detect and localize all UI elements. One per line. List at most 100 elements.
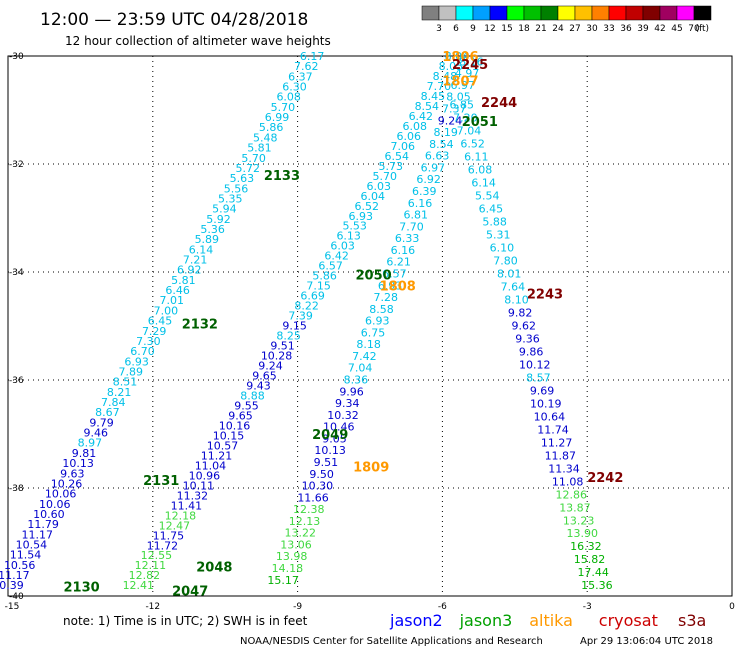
data-point-label: 12.11 (135, 559, 167, 572)
data-point-label: 5.70 (373, 170, 398, 183)
colorbar-tick-label: 33 (603, 24, 614, 34)
data-point-label: 8.18 (356, 338, 381, 351)
data-point-label: 6.42 (409, 110, 434, 123)
data-point-label: 11.79 (27, 518, 59, 531)
legend-note: note: 1) Time is in UTC; 2) SWH is in fe… (63, 614, 308, 628)
data-point-label: 11.87 (545, 449, 577, 462)
data-point-label: 8.88 (240, 389, 265, 402)
data-point-label: 7.00 (154, 304, 179, 317)
data-point-label: 6.85 (449, 99, 474, 112)
data-point-label: 9.36 (515, 332, 540, 345)
track-pass-label: 2245 (452, 58, 488, 73)
data-point-label: 5.63 (230, 172, 255, 185)
colorbar-tick-label: 3 (436, 24, 442, 34)
data-point-label: 10.57 (207, 439, 239, 452)
data-point-label: 8.19 (433, 126, 458, 139)
data-point-label: 5.92 (206, 213, 231, 226)
data-point-label: 6.42 (324, 250, 349, 263)
colorbar-swatch (489, 5, 508, 21)
colorbar-swatch (659, 5, 678, 21)
data-point-label: 5.54 (475, 190, 500, 203)
data-point-label: 17.44 (577, 566, 609, 579)
data-point-label: 11.74 (537, 423, 569, 436)
y-tick-label: -40 (9, 592, 24, 602)
data-point-label: 10.30 (302, 480, 334, 493)
data-point-label: 8.21 (107, 386, 132, 399)
data-point-label: 8.67 (95, 406, 120, 419)
data-point-label: 11.17 (21, 528, 53, 541)
data-point-label: 7.30 (136, 335, 161, 348)
data-point-label: 6.97 (421, 161, 446, 174)
colorbar-swatch (421, 5, 440, 21)
track-pass-label: 2049 (312, 428, 348, 443)
data-point-label: 9.05 (322, 432, 347, 445)
data-point-label: 11.04 (195, 459, 227, 472)
track-pass-label: 2130 (64, 580, 100, 595)
data-point-label: 6.16 (408, 197, 433, 210)
data-point-label: 10.13 (314, 444, 346, 457)
data-point-label: 11.21 (201, 449, 233, 462)
data-point-label: 7.01 (159, 294, 184, 307)
data-point-label: 7.62 (294, 60, 319, 73)
data-point-label: 8.05 (439, 60, 464, 73)
data-point-label: 6.17 (300, 50, 325, 63)
data-point-label: 7.29 (142, 325, 167, 338)
data-point-label: 5.70 (271, 101, 296, 114)
data-point-label: 10.13 (62, 457, 94, 470)
data-point-label: 7.04 (348, 362, 373, 375)
data-point-label: 9.24 (438, 114, 463, 127)
data-point-label: 6.92 (177, 264, 202, 277)
data-point-label: 8.48 (433, 70, 458, 83)
data-point-label: 6.06 (397, 130, 422, 143)
data-point-label: 5.81 (171, 274, 196, 287)
data-point-label: 5.81 (247, 142, 272, 155)
data-point-label: 10.12 (519, 358, 551, 371)
data-point-label: 9.51 (270, 340, 295, 353)
data-point-label: 6.14 (189, 243, 214, 256)
data-point-label: 6.04 (360, 190, 385, 203)
data-point-label: 9.69 (530, 384, 555, 397)
data-point-label: 14.18 (272, 562, 304, 575)
data-point-label: 6.10 (490, 241, 515, 254)
data-point-label: 8.05 (446, 91, 471, 104)
data-point-label: 8.01 (497, 267, 522, 280)
data-point-label: 5.36 (200, 223, 225, 236)
x-tick-label: -3 (583, 602, 592, 612)
legend-entry-altika: altika (529, 611, 573, 630)
data-point-label: 10.96 (189, 469, 221, 482)
data-point-label: 8.54 (429, 138, 454, 151)
data-point-label: 7.20 (453, 112, 478, 125)
data-point-label: 6.21 (386, 256, 411, 269)
y-tick-label: -34 (9, 268, 24, 278)
data-point-label: 6.39 (412, 185, 437, 198)
colorbar-swatch (523, 5, 542, 21)
colorbar-tick-label: 15 (501, 24, 512, 34)
data-point-label: 9.15 (282, 320, 307, 333)
data-point-label: 5.72 (236, 162, 261, 175)
data-point-label: 6.03 (330, 240, 355, 253)
data-point-label: 7.70 (399, 220, 424, 233)
x-tick-label: -12 (145, 602, 160, 612)
track-pass-label: 2244 (481, 96, 517, 111)
track-pass-label: 1809 (353, 460, 389, 475)
data-point-label: 6.63 (425, 150, 450, 163)
chart-title: 12:00 — 23:59 UTC 04/28/2018 (40, 10, 308, 30)
footer-credit: NOAA/NESDIS Center for Satellite Applica… (240, 636, 543, 647)
data-point-label: 12.47 (159, 519, 191, 532)
data-point-label: 6.70 (130, 345, 155, 358)
data-point-label: 9.96 (339, 385, 364, 398)
colorbar-tick-label: 30 (586, 24, 598, 34)
colorbar-swatch (540, 5, 559, 21)
data-point-label: 7.21 (183, 254, 208, 267)
data-point-label: 5.86 (312, 270, 337, 283)
data-point-label: 9.63 (60, 467, 85, 480)
data-point-label: 6.33 (395, 232, 420, 245)
data-point-label: 8.36 (344, 374, 369, 387)
track-pass-label: 1806 (442, 50, 478, 65)
data-point-label: 6.16 (391, 244, 416, 257)
track-pass-label: 2050 (356, 269, 392, 284)
colorbar-swatch (693, 5, 712, 21)
data-point-label: 6.52 (460, 138, 485, 151)
data-point-label: 6.11 (464, 151, 489, 164)
data-point-label: 10.32 (327, 409, 359, 422)
